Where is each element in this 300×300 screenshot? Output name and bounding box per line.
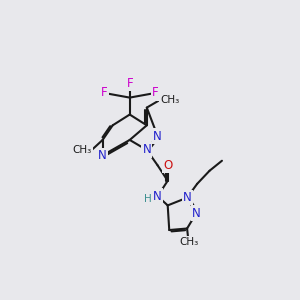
Text: N: N <box>153 130 162 142</box>
Text: CH₃: CH₃ <box>179 237 198 248</box>
Text: CH₃: CH₃ <box>73 145 92 155</box>
Text: N: N <box>98 149 107 162</box>
Text: N: N <box>192 207 201 220</box>
Text: CH₃: CH₃ <box>160 95 179 105</box>
Text: N: N <box>183 191 191 204</box>
Text: F: F <box>101 86 107 100</box>
Text: F: F <box>126 77 133 90</box>
Text: H: H <box>145 194 152 204</box>
Text: N: N <box>153 190 162 203</box>
Text: N: N <box>142 143 151 157</box>
Text: F: F <box>152 86 159 100</box>
Text: O: O <box>163 159 172 172</box>
